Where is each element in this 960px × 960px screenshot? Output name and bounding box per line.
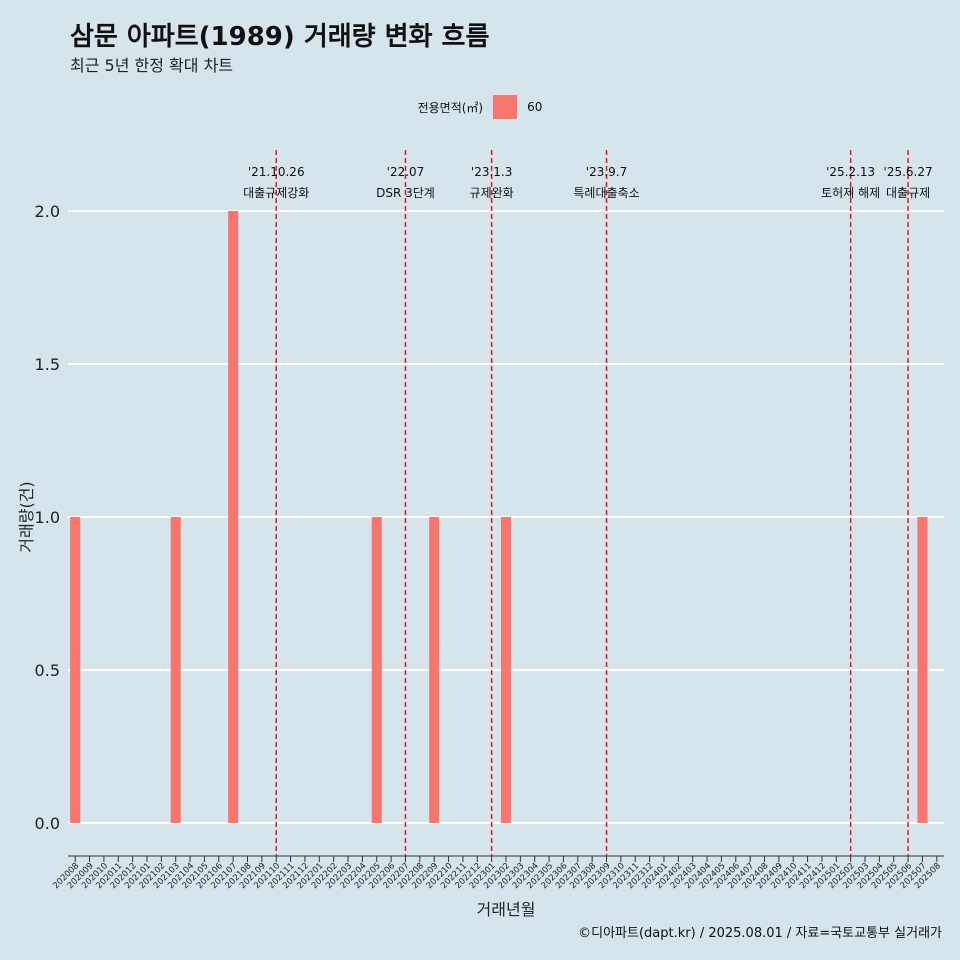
legend-label-60: 60 bbox=[527, 100, 543, 114]
event-label: 토허제 해제 bbox=[821, 186, 880, 200]
event-label: DSR 3단계 bbox=[376, 186, 435, 200]
event-label: 대출규제강화 bbox=[243, 186, 309, 200]
bar bbox=[371, 517, 382, 823]
legend-key-60 bbox=[493, 95, 518, 119]
event-date: '23.9.7 bbox=[586, 165, 627, 179]
bar bbox=[917, 517, 928, 823]
chart-caption: ©디아파트(dapt.kr) / 2025.08.01 / 자료=국토교통부 실… bbox=[578, 926, 942, 941]
bar bbox=[228, 211, 239, 823]
legend-title: 전용면적(㎡) bbox=[417, 100, 484, 115]
x-axis-title: 거래년월 bbox=[477, 900, 536, 919]
event-date: '23.1.3 bbox=[471, 165, 512, 179]
y-tick-label: 1.5 bbox=[35, 355, 60, 374]
event-date: '21.10.26 bbox=[248, 165, 305, 179]
bar bbox=[70, 517, 81, 823]
y-tick-label: 0.5 bbox=[35, 661, 60, 680]
event-date: '25.2.13 bbox=[826, 165, 875, 179]
event-date: '22.07 bbox=[387, 165, 425, 179]
y-tick-label: 0.0 bbox=[35, 814, 60, 833]
bar bbox=[429, 517, 440, 823]
bar bbox=[170, 517, 181, 823]
event-label: 대출규제 bbox=[886, 186, 930, 200]
event-label: 특례대출축소 bbox=[573, 186, 639, 200]
chart-title: 삼문 아파트(1989) 거래량 변화 흐름 bbox=[70, 22, 490, 52]
y-axis-title: 거래량(건) bbox=[17, 481, 36, 552]
legend: 전용면적(㎡) 60 bbox=[0, 94, 960, 120]
y-tick-label: 1.0 bbox=[35, 508, 60, 527]
event-date: '25.6.27 bbox=[884, 165, 933, 179]
y-tick-label: 2.0 bbox=[35, 202, 60, 221]
event-label: 규제완화 bbox=[470, 186, 514, 200]
chart-subtitle: 최근 5년 한정 확대 차트 bbox=[70, 56, 234, 75]
bar bbox=[500, 517, 512, 823]
